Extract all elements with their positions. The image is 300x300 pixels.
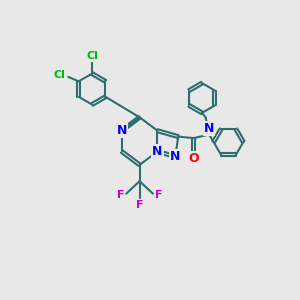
- Text: N: N: [170, 150, 181, 163]
- Text: F: F: [136, 200, 143, 210]
- Text: Cl: Cl: [86, 51, 98, 61]
- Text: F: F: [155, 190, 163, 200]
- Text: N: N: [117, 124, 127, 137]
- Text: F: F: [116, 190, 124, 200]
- Text: O: O: [188, 152, 199, 164]
- Text: Cl: Cl: [54, 70, 66, 80]
- Text: N: N: [152, 145, 163, 158]
- Text: N: N: [204, 122, 214, 134]
